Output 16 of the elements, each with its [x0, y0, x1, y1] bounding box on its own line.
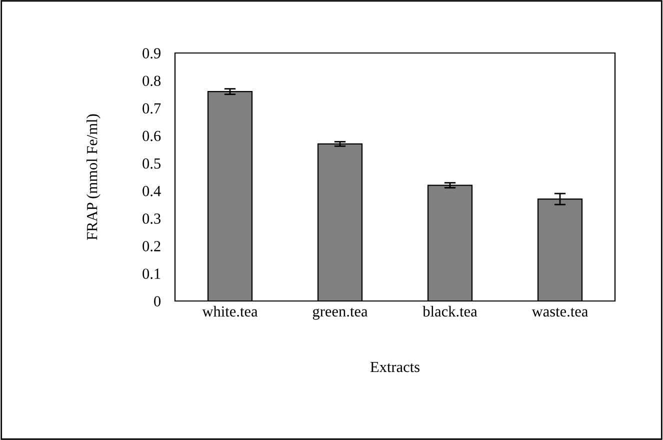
y-tick-label: 0.5 [142, 158, 161, 169]
y-tick-label: 0.7 [142, 103, 161, 114]
y-axis-title: FRAP (mmol Fe/ml) [86, 114, 100, 240]
y-tick-label: 0 [154, 296, 161, 306]
y-tick-label: 0.4 [142, 186, 161, 196]
y-tick-label: 0.9 [142, 48, 160, 59]
y-tick-label: 0.1 [142, 268, 160, 279]
x-tick-label: waste.tea [532, 308, 588, 317]
y-tick-label: 0.6 [142, 130, 161, 142]
y-tick-label: 0.8 [142, 76, 161, 86]
x-tick-label: green.tea [312, 308, 368, 320]
y-tick-label: 0.3 [142, 213, 161, 224]
x-tick-label: white.tea [202, 306, 258, 317]
x-tick-label: black.tea [422, 306, 478, 317]
y-tick-label: 0.2 [142, 241, 160, 252]
x-axis-title: Extracts [370, 362, 420, 372]
